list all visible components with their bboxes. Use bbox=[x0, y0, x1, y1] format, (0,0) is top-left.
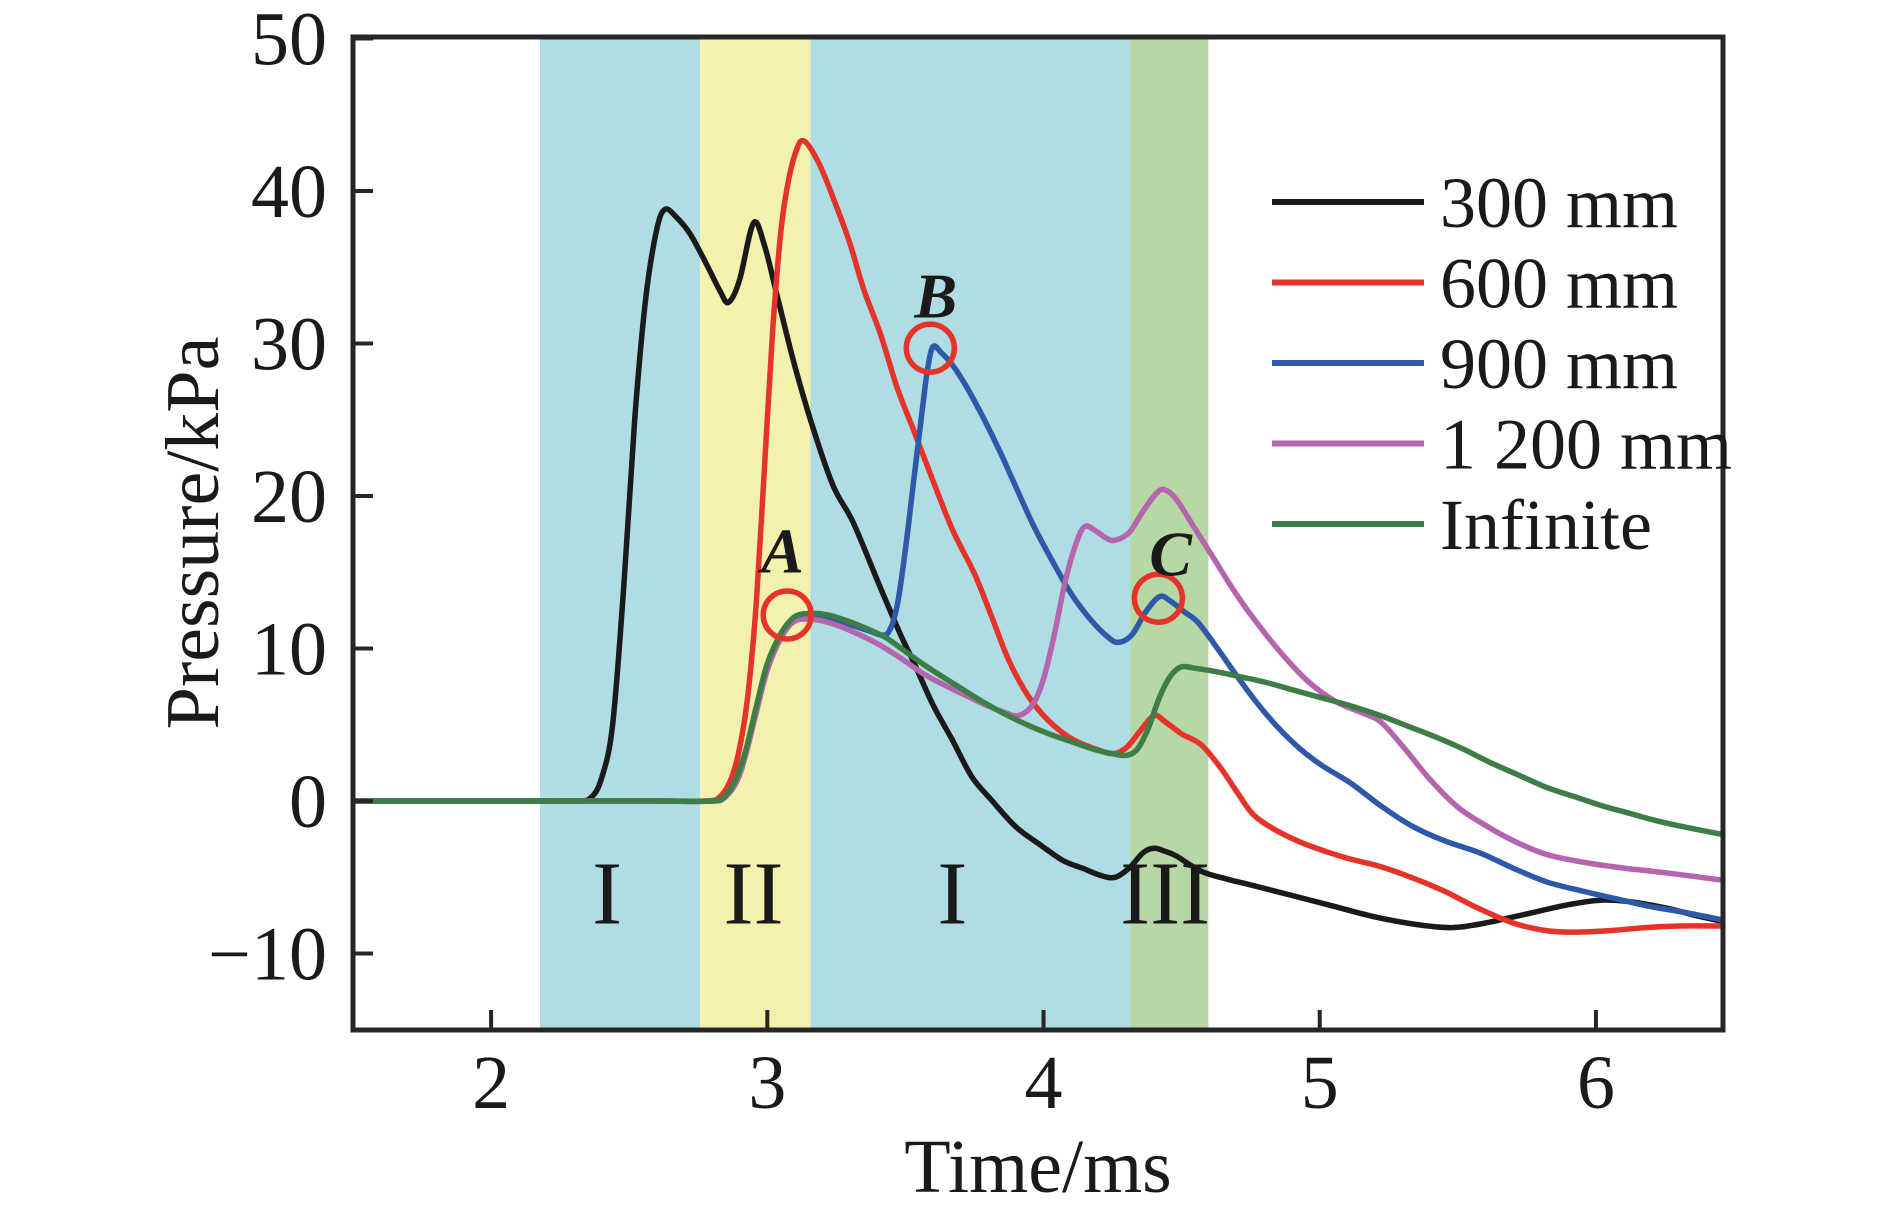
x-axis-title: Time/ms bbox=[904, 1125, 1172, 1209]
y-axis-title: Pressure/kPa bbox=[151, 337, 235, 730]
pressure-curves bbox=[353, 137, 1723, 935]
phase-band-ii-1 bbox=[700, 37, 811, 1030]
x-tick-label-3: 3 bbox=[748, 1041, 786, 1125]
x-tick-label-4: 4 bbox=[1025, 1041, 1063, 1125]
region-label-0: I bbox=[592, 845, 622, 944]
curve-infinite bbox=[353, 610, 1723, 838]
x-tick-label-5: 5 bbox=[1301, 1041, 1339, 1125]
region-labels: I II I III bbox=[592, 845, 1210, 944]
annotation-circle-a bbox=[760, 588, 814, 642]
y-tick-label-30: 30 bbox=[251, 303, 327, 387]
plot-border bbox=[350, 34, 1726, 1033]
curve-300-mm bbox=[353, 206, 1723, 931]
x-tick-labels: 2 3 4 5 6 bbox=[472, 1041, 1615, 1125]
annotations: A B C bbox=[757, 261, 1193, 642]
y-tick-label-50: 50 bbox=[251, 0, 327, 82]
curve-600-mm bbox=[353, 137, 1723, 935]
shaded-regions bbox=[540, 37, 1209, 1030]
x-tick-label-2: 2 bbox=[472, 1041, 510, 1125]
legend-label-600-mm: 600 mm bbox=[1440, 244, 1678, 324]
annotation-label-a: A bbox=[757, 515, 804, 586]
y-tick-label-0: 0 bbox=[289, 760, 327, 844]
plot-frame bbox=[350, 34, 1726, 1033]
annotation-label-b: B bbox=[913, 261, 957, 332]
legend-label-900-mm: 900 mm bbox=[1440, 324, 1678, 404]
y-tick-labels: −10 0 10 20 30 40 50 bbox=[208, 0, 327, 997]
region-label-3: III bbox=[1120, 845, 1210, 944]
y-tick-label--10: −10 bbox=[208, 913, 327, 997]
x-tick-label-6: 6 bbox=[1577, 1041, 1615, 1125]
annotation-circle-c bbox=[1131, 571, 1186, 625]
annotation-label-c: C bbox=[1149, 518, 1193, 589]
legend-label-300-mm: 300 mm bbox=[1440, 163, 1678, 243]
legend-label-1-200-mm: 1 200 mm bbox=[1440, 405, 1732, 485]
phase-band-i-0 bbox=[540, 37, 701, 1030]
legend-label-infinite: Infinite bbox=[1440, 485, 1652, 565]
y-tick-label-40: 40 bbox=[251, 150, 327, 234]
region-label-2: I bbox=[937, 845, 967, 944]
y-tick-label-20: 20 bbox=[251, 455, 327, 539]
annotation-circle-b bbox=[903, 321, 958, 375]
region-label-1: II bbox=[724, 845, 784, 944]
axis-ticks bbox=[353, 36, 1598, 1030]
y-tick-label-10: 10 bbox=[251, 608, 327, 692]
